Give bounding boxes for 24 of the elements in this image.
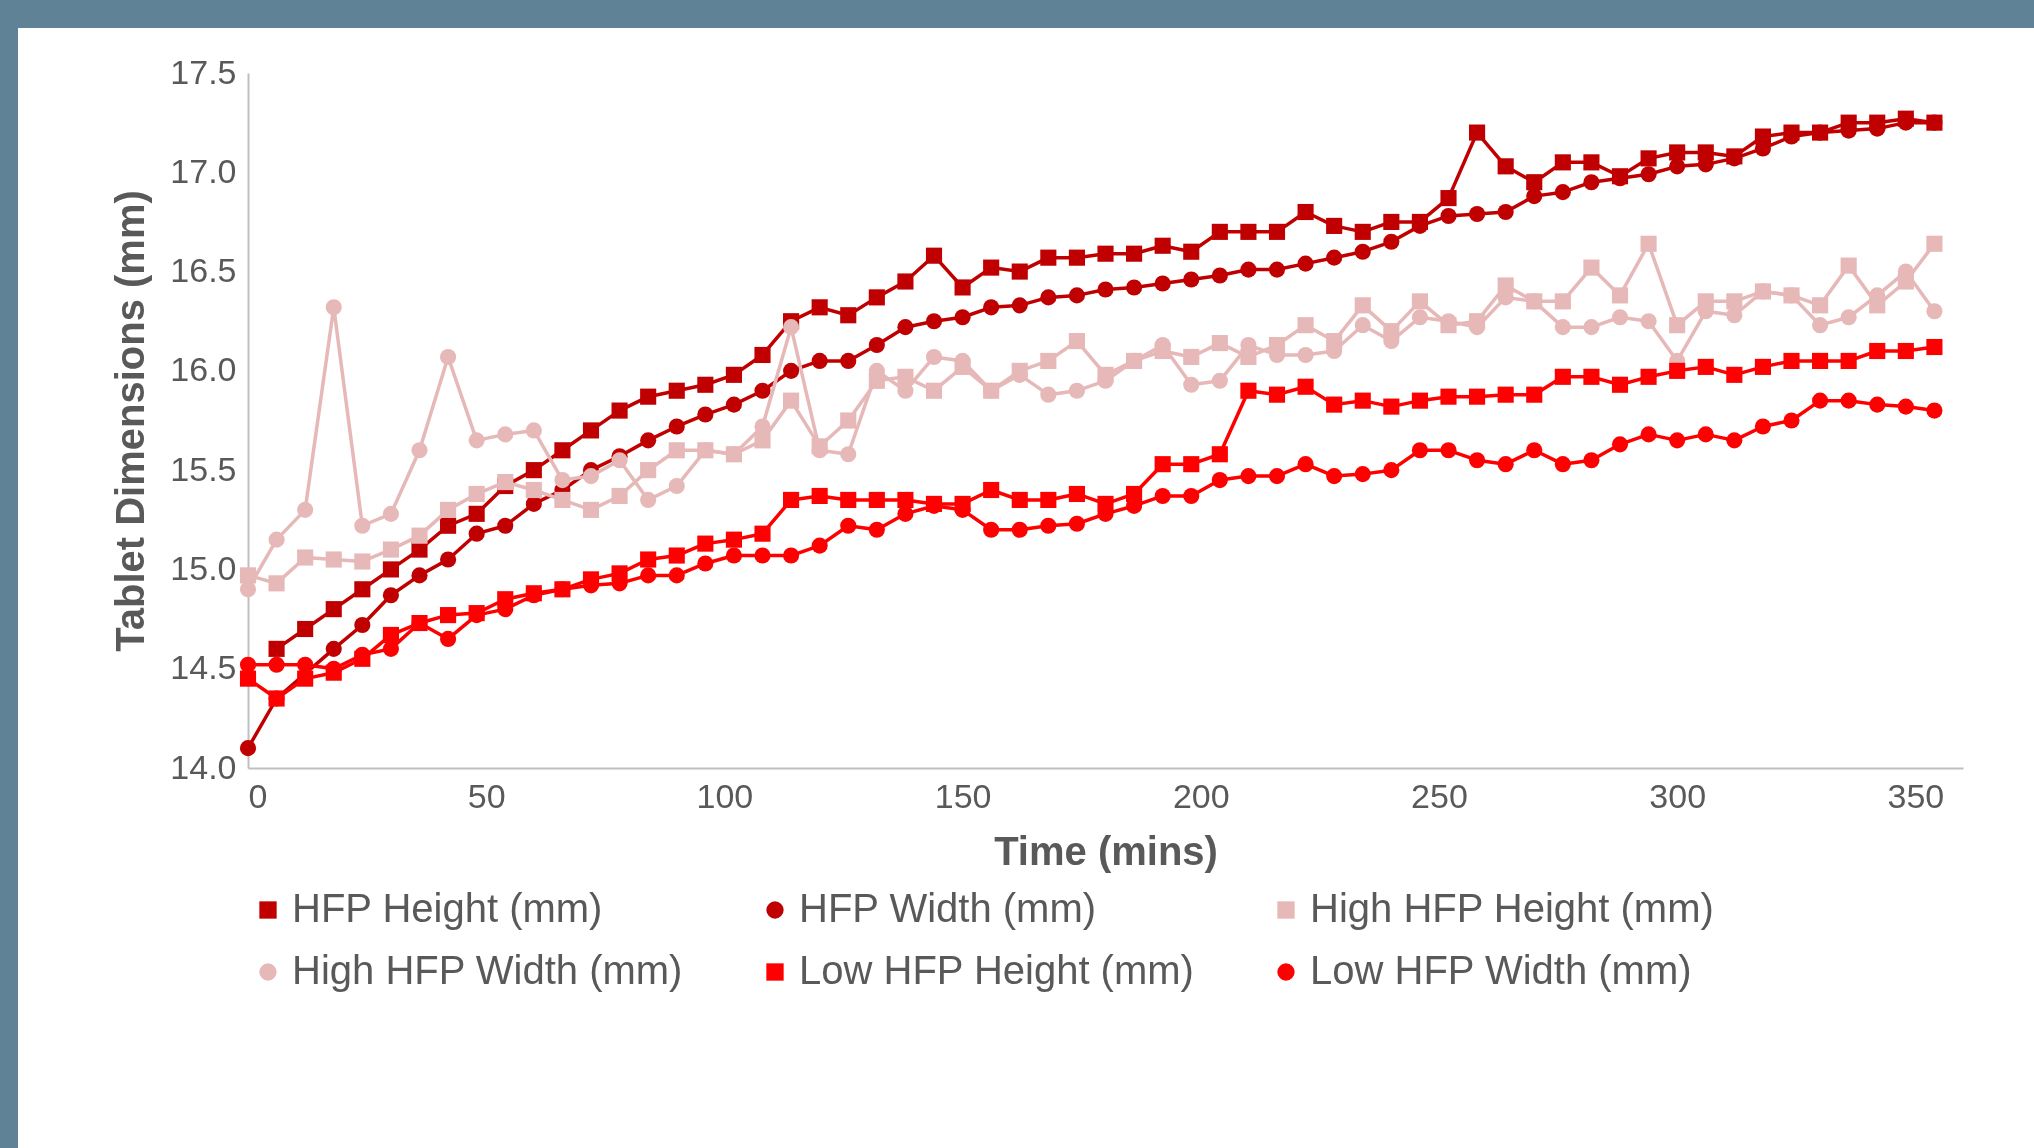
x-tick-label: 200 [1172, 776, 1230, 815]
x-tick-label: 100 [696, 776, 754, 815]
y-axis-title: Tablet Dimensions (mm) [108, 190, 153, 652]
x-tick-label: 150 [934, 776, 992, 815]
x-tick-label: 300 [1649, 776, 1707, 815]
y-tick-label: 16.0 [170, 350, 237, 389]
x-tick-label: 0 [248, 776, 268, 815]
y-tick-label: 16.5 [170, 251, 237, 290]
legend-label: HFP Height (mm) [292, 886, 603, 930]
x-tick-label: 250 [1411, 776, 1468, 815]
y-tick-label: 14.0 [170, 747, 237, 786]
legend-label: Low HFP Height (mm) [799, 948, 1194, 992]
legend-label: High HFP Height (mm) [1310, 886, 1714, 930]
legend-label: HFP Width (mm) [799, 886, 1097, 930]
x-tick-label: 350 [1887, 776, 1945, 815]
y-tick-label: 15.5 [170, 449, 237, 488]
y-tick-label: 17.5 [170, 52, 237, 91]
y-tick-label: 17.0 [170, 151, 237, 190]
y-tick-label: 14.5 [170, 648, 237, 687]
legend-label: High HFP Width (mm) [292, 948, 683, 992]
x-tick-label: 50 [467, 776, 506, 815]
x-axis-title: Time (mins) [994, 828, 1218, 873]
y-tick-label: 15.0 [170, 548, 237, 587]
legend-label: Low HFP Width (mm) [1310, 948, 1692, 992]
